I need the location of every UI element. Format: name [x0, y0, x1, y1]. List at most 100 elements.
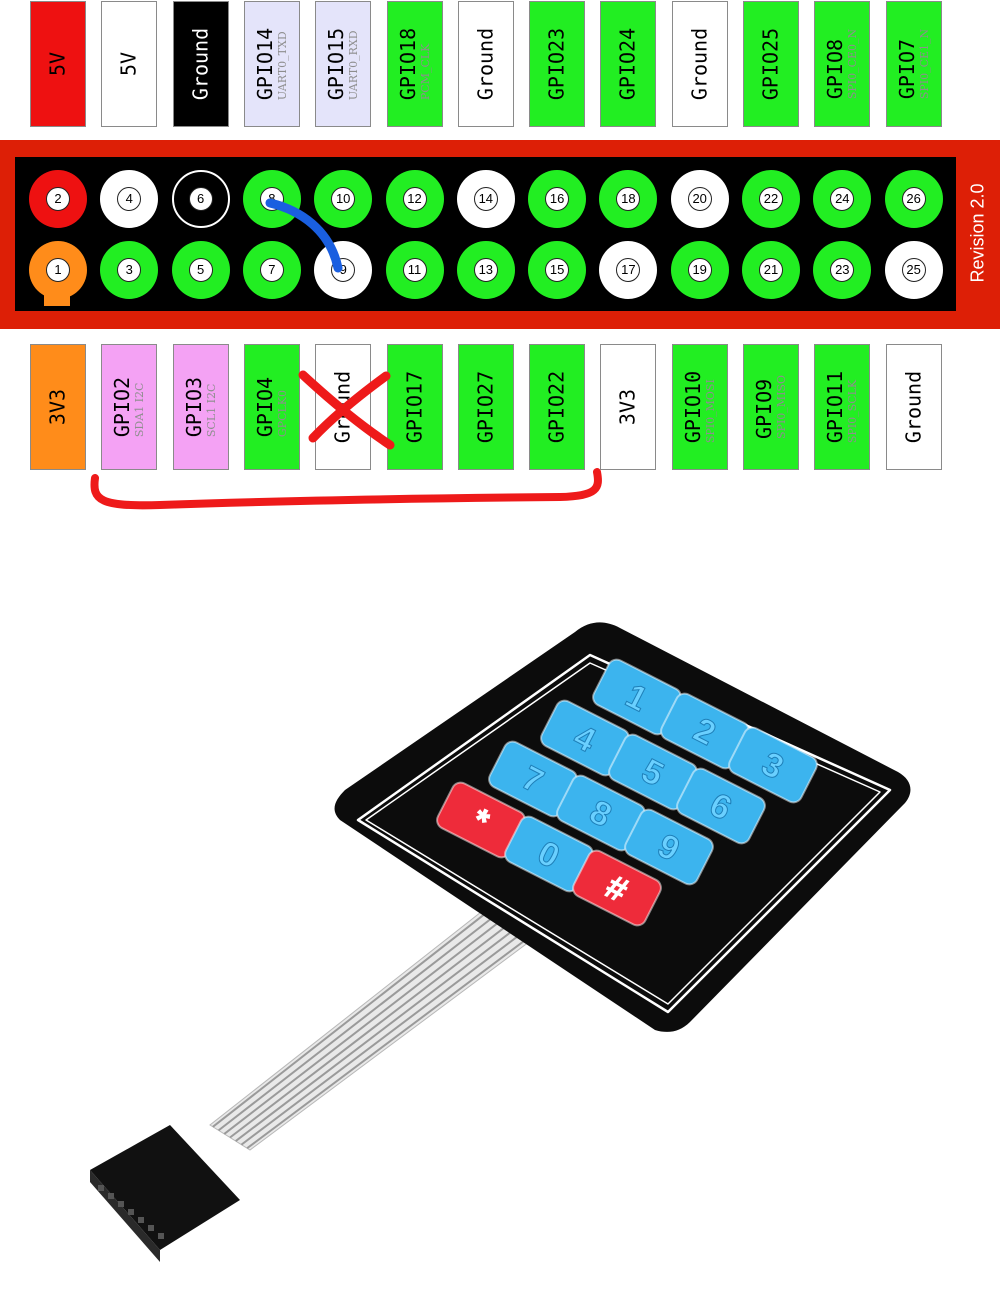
connector-socket: [108, 1193, 114, 1199]
pin-label-box: GPIO8 SPI0_CE0_N: [814, 1, 871, 127]
gpio-pin: 16: [528, 170, 587, 228]
pin-number: 10: [331, 187, 356, 211]
keypad-key: 2: [660, 692, 750, 770]
connector-socket: [128, 1209, 134, 1215]
gpio-pin: 5: [171, 241, 230, 299]
gpio-pin: 11: [385, 241, 444, 299]
gpio-pin: 18: [599, 170, 658, 228]
ribbon-trace: [217, 909, 503, 1132]
gpio-pin: 3: [100, 241, 159, 299]
gpio-pin: 4: [100, 170, 159, 228]
gpio-pin: 17: [599, 241, 658, 299]
pin-label-box: GPIO2 SDA1 I2C: [101, 344, 158, 470]
pin-number: 2: [46, 187, 70, 211]
keypad-key: 4: [540, 699, 630, 777]
pin-number: 22: [759, 187, 783, 211]
connector-socket: [98, 1185, 104, 1191]
keypad-key: 0: [504, 815, 594, 893]
gpio-pin: 25: [884, 241, 943, 299]
pin-label-box: GPIO22: [529, 344, 586, 470]
ribbon-trace: [246, 927, 542, 1150]
pin-label-box: 5V: [30, 1, 86, 127]
gpio-pin: 12: [385, 170, 444, 228]
pin-number: 17: [616, 258, 641, 282]
pin-label-box: 3V3: [600, 344, 657, 470]
keypad-key: 3: [728, 726, 818, 804]
pin-number: 20: [687, 187, 712, 211]
keypad-key-face: [572, 849, 662, 927]
ribbon-cable: [209, 904, 546, 1151]
pin-label-box: GPIO25: [743, 1, 799, 127]
pin-label-box: GPIO9 SPI0_MISO: [743, 344, 799, 470]
pin-label-box: GPIO17: [386, 344, 443, 470]
ribbon-trace: [229, 916, 519, 1139]
pin1-marker-tab: [44, 292, 70, 306]
pin-label-box: Ground: [457, 1, 514, 127]
pin-number: 23: [830, 258, 855, 282]
pin-number: 13: [473, 258, 498, 282]
pin-number: 21: [759, 258, 783, 282]
gpio-pin: 15: [528, 241, 587, 299]
gpio-pin: 1: [29, 241, 87, 299]
pin-number: 3: [117, 258, 142, 282]
connector-socket: [148, 1225, 154, 1231]
pin-number: 11: [402, 258, 427, 282]
gpio-pin: 23: [813, 241, 872, 299]
keypad-key: 9: [624, 808, 714, 886]
gpio-pin: 10: [314, 170, 373, 228]
ribbon-trace: [235, 920, 526, 1142]
keypad-key: 6: [676, 767, 766, 845]
pin-number: 26: [901, 187, 926, 211]
pin-number: 4: [117, 187, 142, 211]
pin-number: 24: [830, 187, 855, 211]
gpio-pin: 26: [884, 170, 943, 228]
keypad-key: 5: [608, 733, 698, 811]
pin-label-box: GPIO23: [529, 1, 586, 127]
pin-label-box: GPIO27: [457, 344, 514, 470]
pin-label-box: GPIO4 GPCLK0: [243, 344, 300, 470]
pin-label-box: 5V: [101, 1, 158, 127]
gpio-pin: 7: [242, 241, 301, 299]
gpio-pin: 14: [456, 170, 515, 228]
cross-mark-stroke-2: [308, 371, 391, 443]
gpio-pin: 21: [742, 241, 800, 299]
pin-label-box: Ground: [885, 344, 942, 470]
connector-socket: [138, 1217, 144, 1223]
bracket-mark: [90, 468, 602, 510]
gpio-pin: 9: [314, 241, 373, 299]
gpio-pin: 13: [456, 241, 515, 299]
keypad-key: 7: [488, 740, 578, 818]
pin-label-box: GPIO14 UART0_TXD: [243, 1, 300, 127]
keypad-key-face: [624, 808, 714, 886]
keypad-key: 8: [556, 774, 646, 852]
pin-label-box: Ground: [172, 1, 229, 127]
jumper-wire: [265, 198, 343, 273]
ribbon-trace: [212, 905, 495, 1128]
pin-label-box: GPIO10 SPI0_MOSI: [671, 344, 728, 470]
cable-connector: [90, 1125, 240, 1262]
connector-socket: [118, 1201, 124, 1207]
keypad-key-face: [728, 726, 818, 804]
keypad-key: #: [572, 849, 662, 927]
pin-label-box: GPIO24: [600, 1, 657, 127]
pin-label-box: GPIO7 SPI0_CE1_N: [885, 1, 942, 127]
gpio-pin: 2: [29, 170, 87, 228]
gpio-pin: 6: [171, 170, 230, 228]
pin-number: 5: [188, 258, 213, 282]
annotation-overlay: [90, 198, 602, 510]
pin-number: 14: [473, 187, 498, 211]
pin-label-box: GPIO18 PCM_CLK: [386, 1, 443, 127]
pin-label-box: GPIO15 UART0_RXD: [315, 1, 372, 127]
gpio-pin: 22: [742, 170, 800, 228]
pin-number: 12: [402, 187, 427, 211]
pin-label-box: Ground: [671, 1, 728, 127]
connector-socket: [158, 1233, 164, 1239]
ribbon-trace: [223, 913, 511, 1135]
pin-number: 15: [545, 258, 570, 282]
gpio-pin: 19: [670, 241, 729, 299]
pin-number: 7: [259, 258, 284, 282]
gpio-pin: 20: [670, 170, 729, 228]
pin-number: 16: [545, 187, 570, 211]
pin-number: 1: [46, 258, 70, 282]
